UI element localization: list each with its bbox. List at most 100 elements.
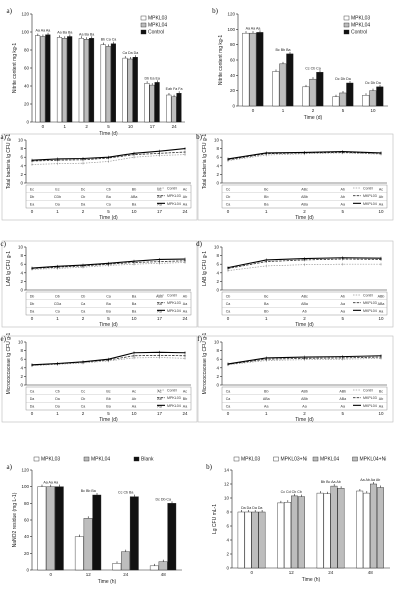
e_mid-table-cell: Da (30, 397, 35, 401)
a_mid-table-cell: Ec (30, 187, 34, 191)
b_mid-y-tick-label: 0 (216, 181, 219, 186)
b_mid-table-cell: Aa (379, 203, 383, 207)
f_mid-y-tick-label: 8 (216, 348, 219, 353)
b_mid-table-cell: Bc (264, 187, 268, 191)
a_mid-y-label: Total bacteria lg CFU g-1 (6, 134, 12, 190)
f_mid-table-cell: Ab (379, 397, 383, 401)
e_mid-y-tick-label: 10 (18, 340, 24, 345)
a_bot-bar (83, 518, 93, 571)
a_mid-point (56, 163, 59, 165)
a_mid-table-border (25, 184, 192, 209)
d_mid-table-cell: Cb (226, 294, 231, 298)
b_bot-x-tick-label: 24 (328, 570, 334, 575)
b_mid-table-cell: Ac (379, 187, 383, 191)
a_mid-table-cell: Da (81, 203, 86, 207)
a_top-bar (154, 82, 160, 123)
b_bot-panel-label: b) (206, 463, 213, 471)
a_bot-bar (112, 563, 122, 571)
b_top-y-tick-label: 20 (230, 88, 236, 93)
b_top-sig-label: Aa Aa Aa (246, 26, 261, 30)
b_top-bar (376, 86, 384, 107)
d_mid-legend-label: MKPL04 (363, 309, 377, 313)
d_mid-y-tick-label: 10 (214, 245, 220, 250)
b_mid-point (303, 151, 306, 154)
b_bot-sig-label: Aa Ab Aa Ab (360, 478, 380, 482)
c_mid-frame (1, 240, 198, 328)
a_top-legend-label: Control (148, 30, 164, 36)
e_mid-point (133, 355, 135, 357)
f_mid-table-cell: Aa (302, 405, 306, 409)
a_top-sig-label: Aa Ba Ba (79, 32, 94, 36)
a_top-bar (171, 96, 177, 123)
b_mid-table-cell: Ba (264, 203, 268, 207)
b_bot-bar (244, 511, 252, 569)
b_top-sig-label: Bc Bb Ba (276, 48, 291, 52)
a_mid-table-cell: Da (55, 203, 60, 207)
a_mid-panel-label: a) (1, 133, 7, 141)
b_mid-x-tick-label: 1 (265, 209, 268, 214)
e_mid-point (56, 362, 59, 365)
c_mid-table-cell: Aa (183, 310, 187, 314)
a_top-y-tick-label: 0 (26, 120, 29, 125)
b_top-bar (346, 82, 354, 107)
a_top-bar (105, 46, 111, 123)
a_top-y-tick-label: 20 (24, 102, 30, 107)
b_bot-y-tick-label: 2 (226, 552, 229, 557)
e_mid-table-cell: Ba (106, 405, 110, 409)
b_bot-bar (370, 483, 377, 569)
b_bot-bar (376, 487, 384, 569)
a_top-bar (122, 57, 128, 123)
a_bot-y-label: NaNO2 residue (mg L-1) (12, 492, 18, 547)
a_mid-point (82, 157, 84, 160)
a_mid-point (184, 148, 186, 150)
a_bot-legend-label: MPKL03 (41, 457, 60, 463)
b_bot-y-tick-label: 4 (226, 538, 229, 543)
a_mid-point (31, 163, 33, 166)
e_mid-x-tick-label: 24 (182, 411, 188, 416)
c_mid-x-tick-label: 17 (157, 316, 163, 321)
a_top-y-tick-label: 120 (21, 12, 29, 17)
e_mid-table-cell: Aa (157, 405, 161, 409)
e_mid-table-cell: Da (55, 397, 60, 401)
f_mid-legend-label: MKPL04 (363, 404, 377, 408)
e_mid-table-cell: Ac (157, 389, 161, 393)
e_mid-x-tick-label: 17 (157, 411, 163, 416)
b_mid-y-label: Total bacteria lg CFU g-1 (202, 134, 208, 190)
c_mid-legend-label: MPKL04 (167, 309, 181, 313)
d_mid-y-tick-label: 0 (216, 288, 219, 293)
a_top-x-tick-label: 10 (128, 124, 134, 129)
a_mid-x-tick-label: 5 (107, 209, 110, 214)
b_top-bar (369, 90, 377, 107)
b_bot-x-label: Time (h) (302, 577, 321, 583)
a_mid-point (158, 152, 161, 154)
b_mid-table-border (221, 184, 388, 209)
a_bot-y-tick-label: 60 (24, 518, 30, 523)
b_mid-x-label: Time (d) (295, 215, 314, 221)
b_bot-legend-label: MPKL03 (241, 457, 260, 463)
b_mid-table-cell: Ab (341, 187, 345, 191)
b_top-bar (242, 32, 250, 107)
a_top-bar (149, 84, 155, 123)
a_mid-frame (1, 133, 198, 221)
c_mid-table-cell: ABb (156, 294, 163, 298)
e_mid-y-tick-label: 8 (20, 348, 23, 353)
a_bot-legend-label: MPKL04 (91, 457, 110, 463)
c_mid-point (158, 258, 161, 261)
b_top-y-tick-label: 40 (230, 73, 236, 78)
a_top-sig-label: Eab Fa Fa (166, 87, 183, 91)
b_mid-table-cell: ABc (301, 187, 308, 191)
b_mid-frame (197, 133, 394, 221)
e_mid-table-cell: Aa (183, 405, 187, 409)
d_mid-panel-label: d) (196, 240, 203, 248)
c_mid-table-cell: Ab (183, 294, 187, 298)
c_mid-point (184, 261, 186, 264)
c_mid-table-cell: Ca (81, 302, 86, 306)
f_mid-table-border (221, 386, 388, 411)
d_mid-x-tick-label: 10 (378, 316, 384, 321)
c_mid-point (133, 263, 135, 265)
f_mid-x-tick-label: 10 (378, 411, 384, 416)
a_bot-sig-label: Cc Cb Ba (118, 491, 133, 495)
a_mid-table-cell: ABa (131, 195, 138, 199)
a_bot-x-tick-label: 0 (49, 572, 52, 577)
d_mid-table-cell: ABc (301, 294, 308, 298)
